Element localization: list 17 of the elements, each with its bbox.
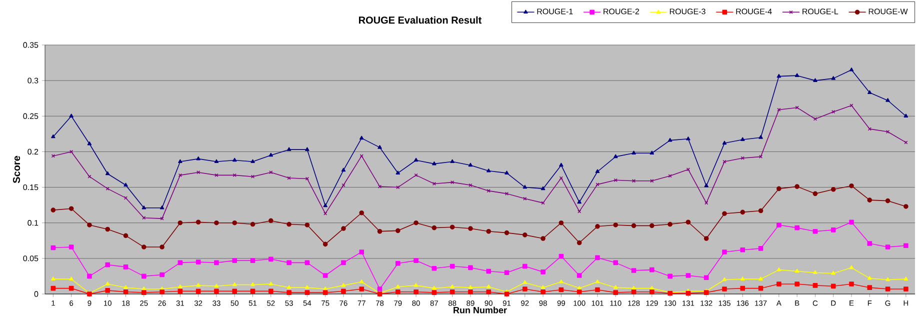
legend-label: ROUGE-L xyxy=(802,8,838,14)
y-axis-title: Score xyxy=(12,156,20,184)
y-tick-label: 0.2 xyxy=(28,148,38,155)
x-axis-title: Run Number xyxy=(454,306,507,314)
legend-label: ROUGE-W xyxy=(868,8,908,14)
y-tick-label: 0.15 xyxy=(23,184,38,190)
y-tick-label: 0.1 xyxy=(28,220,38,226)
chart-title: ROUGE Evaluation Result xyxy=(359,16,482,24)
y-tick-label: 0.35 xyxy=(23,42,38,48)
legend-label: ROUGE-1 xyxy=(537,8,573,14)
y-tick-label: 0.25 xyxy=(23,113,38,119)
y-tick-label: 0 xyxy=(34,291,38,297)
y-tick-label: 0.3 xyxy=(28,78,38,84)
legend-label: ROUGE-2 xyxy=(604,8,640,14)
legend-label: ROUGE-3 xyxy=(670,8,706,14)
legend-label: ROUGE-4 xyxy=(736,8,772,14)
y-tick-label: 0.05 xyxy=(23,256,38,262)
